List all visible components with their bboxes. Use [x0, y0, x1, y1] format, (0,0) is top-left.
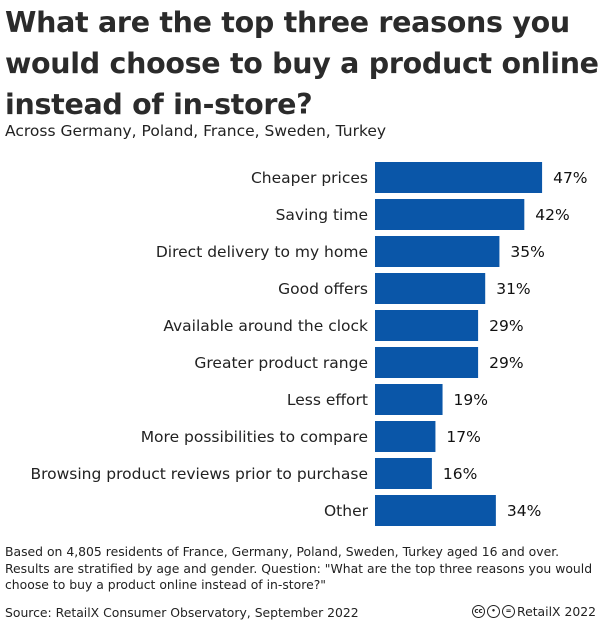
bar [375, 162, 543, 193]
bar [375, 310, 479, 341]
value-label: 29% [489, 354, 523, 372]
chart-title: What are the top three reasons you would… [5, 6, 599, 121]
bar [375, 421, 436, 452]
category-label: Available around the clock [163, 317, 368, 335]
category-label: Browsing product reviews prior to purcha… [30, 465, 368, 483]
cc-icon: cc [472, 605, 486, 618]
category-label: Cheaper prices [251, 169, 368, 187]
source-text: Source: RetailX Consumer Observatory, Se… [5, 605, 359, 620]
bar [375, 236, 500, 267]
bar [375, 458, 432, 489]
value-label: 29% [489, 317, 523, 335]
value-label: 19% [454, 391, 488, 409]
category-label: More possibilities to compare [141, 428, 368, 446]
chart-subtitle: Across Germany, Poland, France, Sweden, … [5, 122, 387, 140]
by-icon: • [487, 605, 501, 618]
value-label: 31% [496, 280, 530, 298]
value-label: 16% [443, 465, 477, 483]
category-label: Greater product range [194, 354, 368, 372]
nd-icon: = [502, 605, 516, 618]
bar [375, 273, 486, 304]
category-label: Less effort [287, 391, 368, 409]
category-label: Saving time [276, 206, 368, 224]
bar [375, 347, 479, 378]
bar [375, 384, 443, 415]
category-label: Other [324, 502, 369, 520]
value-label: 35% [510, 243, 544, 261]
credit: cc • = RetailX 2022 [472, 604, 596, 619]
credit-text: RetailX 2022 [517, 604, 596, 619]
value-label: 17% [446, 428, 480, 446]
value-label: 42% [535, 206, 569, 224]
bar-chart: Cheaper prices 47% Saving time 42% Direct de… [30, 162, 588, 526]
category-label: Direct delivery to my home [156, 243, 368, 261]
value-label: 47% [553, 169, 587, 187]
bar [375, 199, 525, 230]
category-label: Good offers [278, 280, 368, 298]
value-label: 34% [507, 502, 541, 520]
methodology-note: Based on 4,805 residents of France, Germ… [5, 544, 593, 592]
bar [375, 495, 496, 526]
